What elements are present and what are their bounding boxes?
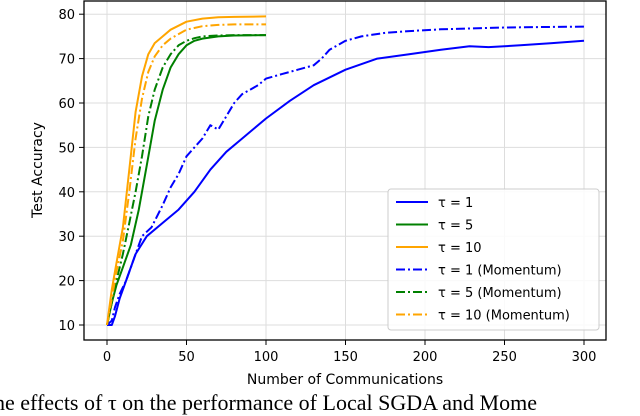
grid-lines: [84, 1, 606, 340]
x-tick-label: 300: [572, 350, 597, 365]
x-tick-label: 50: [178, 350, 195, 365]
x-axis-ticks: 0 50 100 150 200 250 300: [103, 340, 597, 365]
y-axis-ticks: 10 20 30 40 50 60 70 80: [58, 8, 84, 334]
legend-label: τ = 1: [438, 196, 473, 211]
series-line: [107, 39, 585, 326]
legend: τ = 1 τ = 5 τ = 10 τ = 1 (Momentum) τ = 5 (M…: [387, 188, 600, 331]
x-tick-label: 200: [413, 350, 438, 365]
x-tick-label: 150: [333, 350, 358, 365]
y-tick-label: 80: [58, 8, 75, 23]
series-line: [106, 23, 266, 326]
series-line: [106, 25, 585, 326]
y-tick-label: 40: [58, 186, 75, 201]
y-tick-label: 10: [58, 319, 75, 334]
y-tick-label: 70: [58, 53, 75, 68]
x-tick-label: 100: [254, 350, 279, 365]
figure-caption: he effects of τ on the performance of Lo…: [0, 390, 537, 415]
legend-label: τ = 5: [438, 219, 473, 234]
x-tick-label: 250: [492, 350, 517, 365]
series-line: [106, 34, 266, 326]
series-line: [106, 15, 267, 326]
y-tick-label: 20: [58, 275, 75, 290]
x-tick-label: 0: [103, 350, 111, 365]
y-tick-label: 50: [58, 141, 75, 156]
legend-label: τ = 1 (Momentum): [438, 264, 562, 279]
legend-label: τ = 10: [438, 241, 482, 256]
legend-label: τ = 5 (Momentum): [438, 286, 562, 301]
y-tick-label: 60: [58, 97, 75, 112]
series-line: [106, 34, 267, 326]
x-axis-label: Number of Communications: [247, 372, 443, 388]
y-axis-label: Test Accuracy: [30, 122, 46, 219]
y-tick-label: 30: [58, 230, 75, 245]
data-series: [106, 15, 585, 326]
legend-label: τ = 10 (Momentum): [438, 309, 570, 324]
legend-box: [387, 188, 600, 331]
